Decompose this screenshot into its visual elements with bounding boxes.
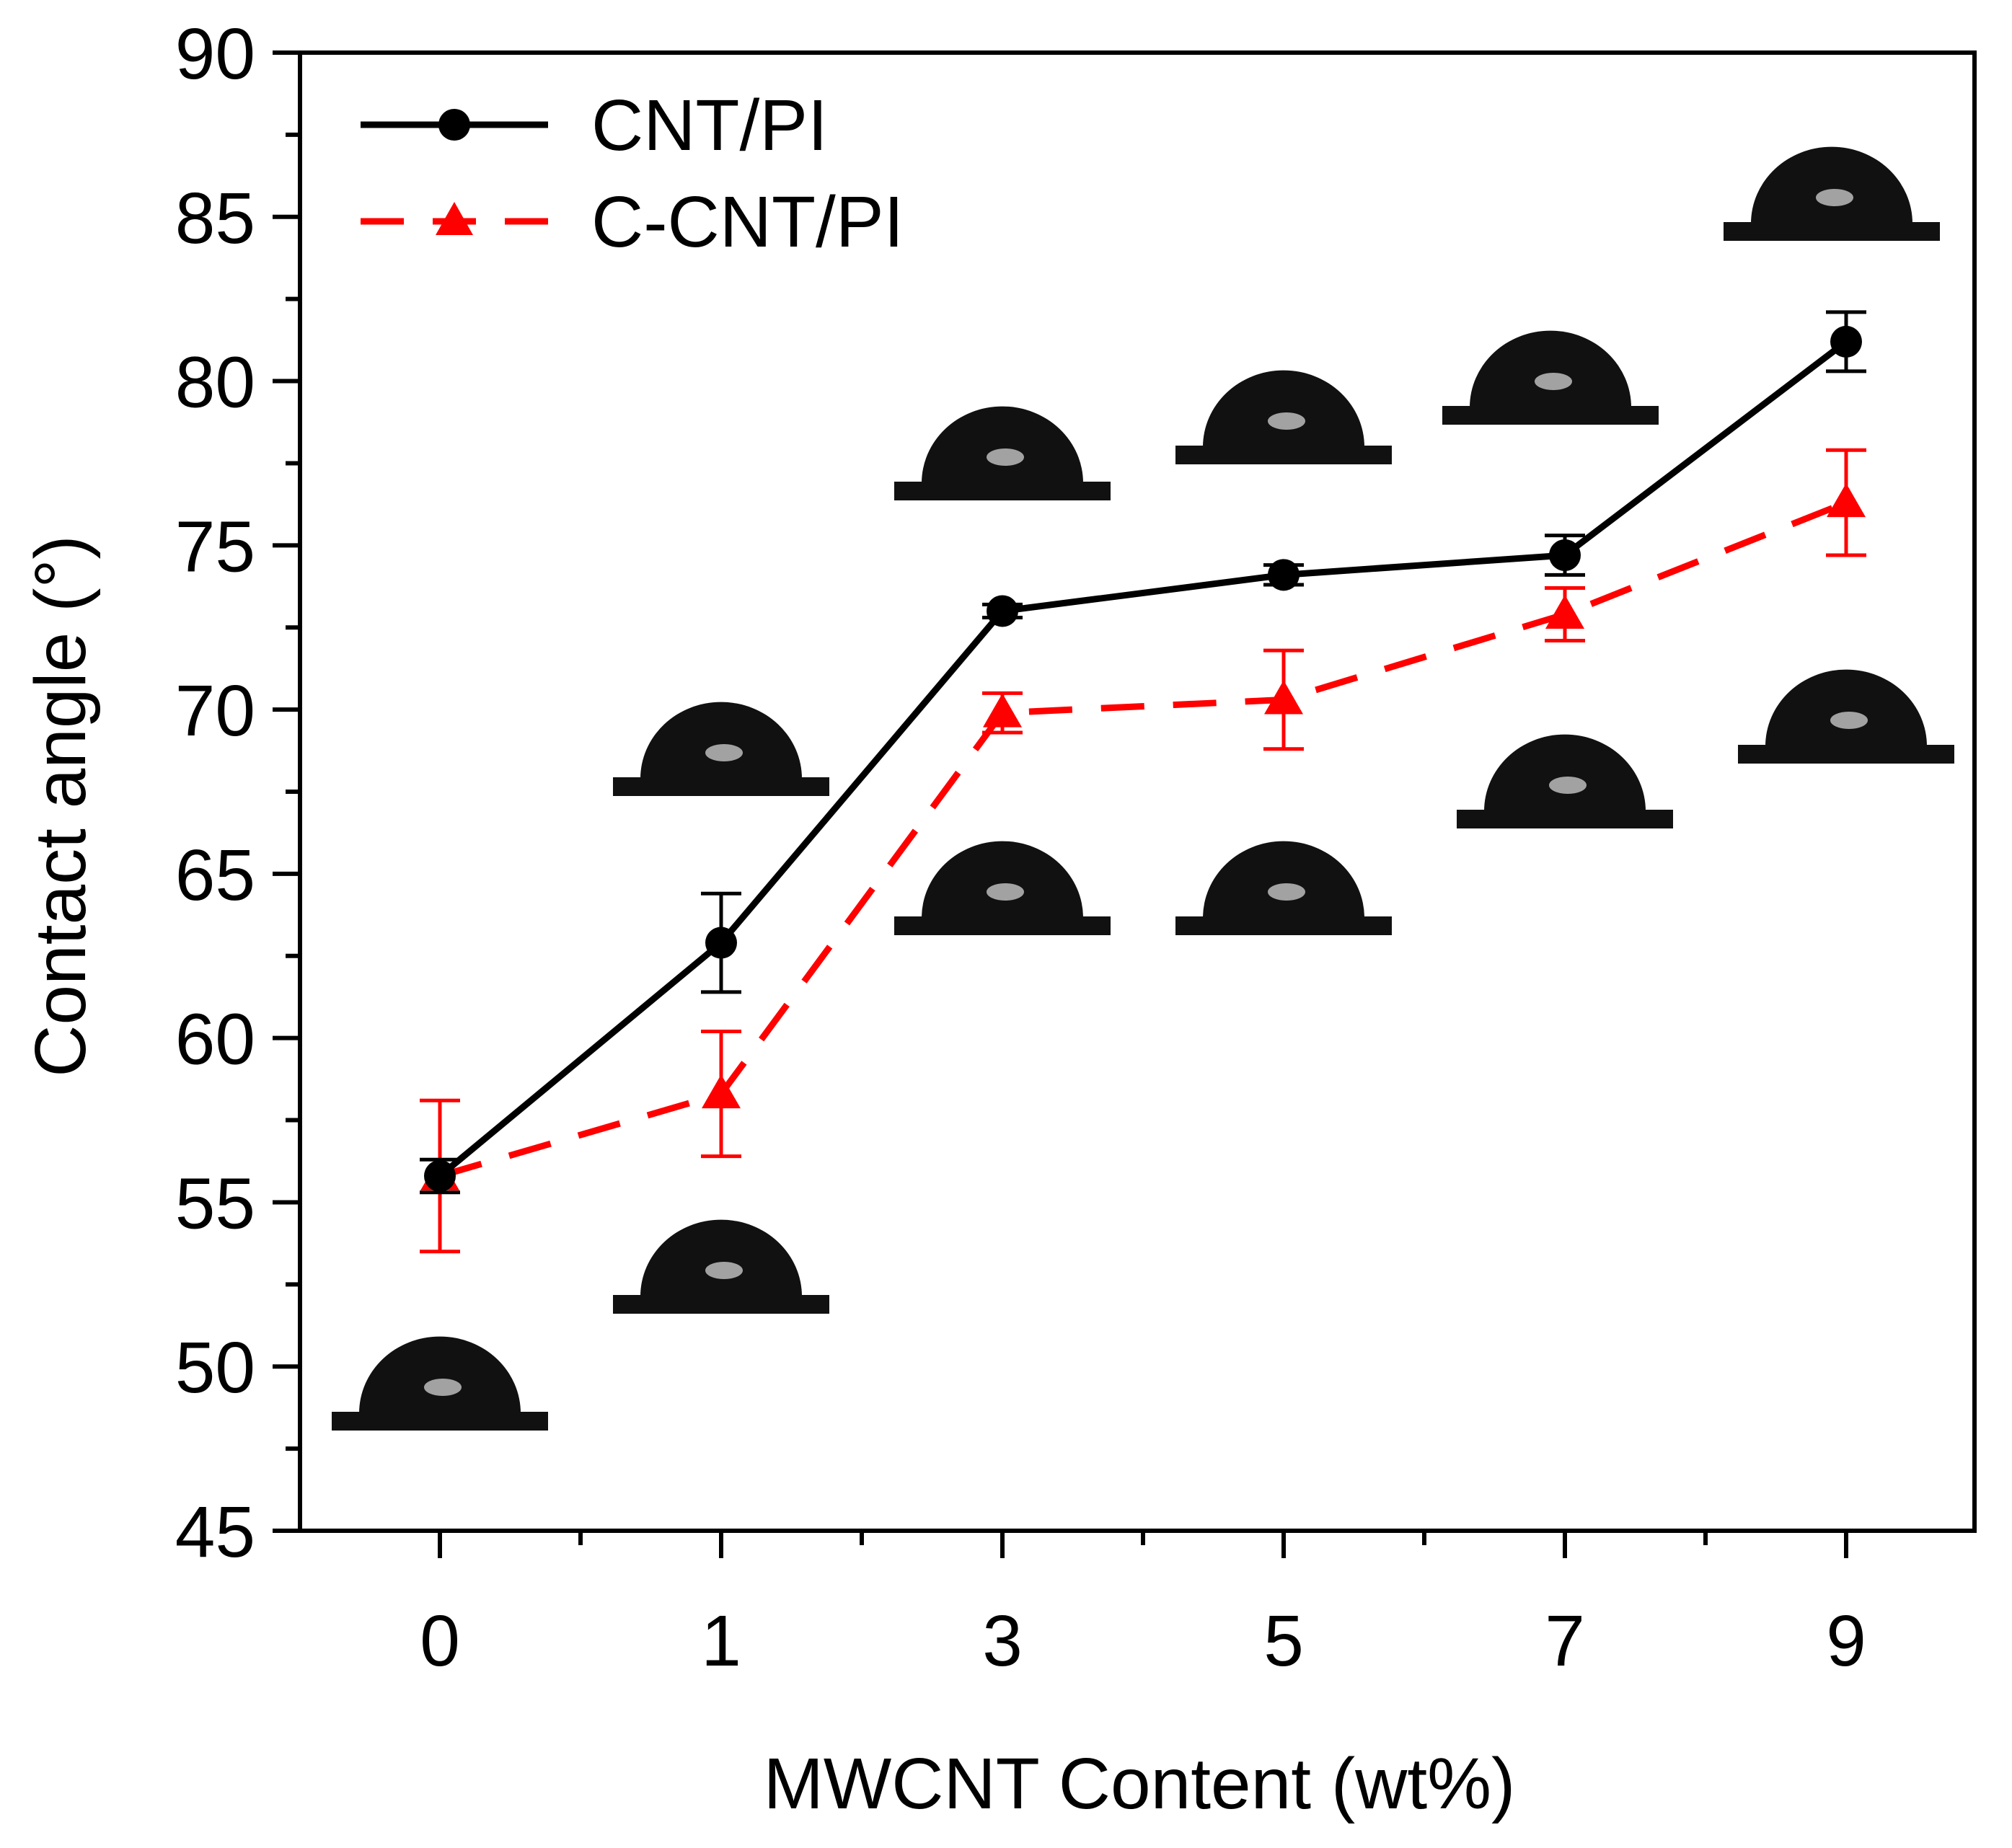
droplet-image	[1442, 330, 1659, 425]
droplet-image	[1175, 370, 1392, 464]
y-tick-label: 70	[175, 671, 255, 751]
droplet-image	[613, 702, 829, 796]
droplet-images	[332, 146, 1954, 1431]
y-tick-label: 60	[175, 999, 255, 1080]
y-axis-title: Contact angle (°)	[20, 535, 101, 1076]
droplet-image	[1724, 146, 1940, 241]
y-tick-label: 45	[175, 1492, 255, 1573]
x-axis-title: MWCNT Content (wt%)	[764, 1743, 1516, 1824]
y-tick-label: 90	[175, 14, 255, 94]
x-tick-label: 1	[701, 1601, 741, 1681]
data-point	[424, 1160, 456, 1192]
legend-label-c-cnt-pi: C-CNT/PI	[591, 182, 904, 262]
x-tick-label: 7	[1545, 1601, 1585, 1681]
droplet-image	[1457, 734, 1673, 828]
data-point	[1264, 680, 1303, 715]
x-tick-label: 5	[1263, 1601, 1304, 1681]
y-tick-label: 80	[175, 342, 255, 423]
y-axis: 45 50 55 60 65 70 75 80 85 90	[175, 14, 300, 1573]
y-tick-label: 50	[175, 1327, 255, 1408]
data-point	[1827, 483, 1866, 518]
legend-marker-c-cnt-pi	[436, 202, 473, 235]
data-point	[1549, 539, 1581, 571]
droplet-image	[613, 1219, 829, 1314]
droplet-image	[894, 406, 1111, 500]
data-point	[1830, 325, 1862, 358]
x-axis: 0 1 3 5 7 9	[420, 1531, 1866, 1681]
data-point	[705, 927, 737, 959]
x-tick-label: 3	[982, 1601, 1023, 1681]
y-tick-label: 75	[175, 506, 255, 587]
legend-marker-cnt-pi	[438, 109, 470, 141]
data-point	[1545, 595, 1584, 629]
legend-label-cnt-pi: CNT/PI	[591, 85, 828, 166]
legend: CNT/PI C-CNT/PI	[361, 85, 904, 262]
droplet-image	[894, 841, 1111, 935]
x-tick-label: 0	[420, 1601, 460, 1681]
series-line	[438, 499, 1848, 1180]
plot-border	[298, 50, 1977, 1533]
droplet-image	[332, 1336, 548, 1431]
x-tick-label: 9	[1826, 1601, 1866, 1681]
data-point	[987, 595, 1018, 627]
data-point	[983, 693, 1022, 728]
droplet-image	[1738, 669, 1954, 764]
series-layer	[420, 310, 1866, 1254]
data-point	[1268, 559, 1300, 591]
y-tick-label: 85	[175, 178, 255, 259]
y-tick-label: 65	[175, 835, 255, 916]
plot-frame	[298, 50, 1977, 1533]
series-cnt-pi	[420, 310, 1866, 1195]
series-line	[438, 339, 1848, 1179]
droplet-image	[1175, 841, 1392, 935]
data-point	[702, 1074, 741, 1109]
series-c-cnt-pi	[420, 448, 1866, 1254]
y-tick-label: 55	[175, 1163, 255, 1244]
